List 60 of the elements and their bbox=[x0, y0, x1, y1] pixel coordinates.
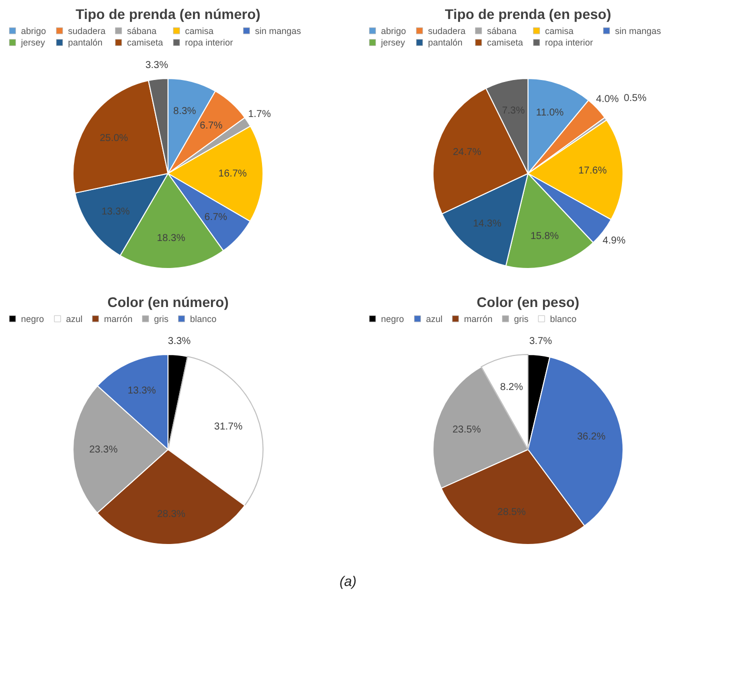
legend-label: blanco bbox=[190, 314, 217, 324]
data-label: 14.3% bbox=[472, 218, 502, 230]
legend-label: sábana bbox=[127, 26, 157, 36]
data-label: 31.7% bbox=[214, 421, 243, 432]
legend-label: camisa bbox=[185, 26, 214, 36]
data-label: 3.3% bbox=[145, 60, 168, 72]
data-label: 8.2% bbox=[500, 382, 524, 394]
data-label: 25.0% bbox=[100, 133, 128, 144]
data-label: 11.0% bbox=[536, 108, 564, 119]
data-label: 13.3% bbox=[128, 385, 156, 396]
legend-label: sábana bbox=[487, 26, 517, 36]
legend-label: negro bbox=[381, 314, 404, 324]
data-label: 36.2% bbox=[577, 432, 606, 443]
legend-label: abrigo bbox=[21, 26, 46, 36]
legend-label: marrón bbox=[104, 314, 133, 324]
legend-label: azul bbox=[426, 314, 443, 324]
data-label: 15.8% bbox=[530, 230, 559, 242]
legend-label: blanco bbox=[550, 314, 577, 324]
text: (a) bbox=[339, 573, 357, 589]
data-label: 8.3% bbox=[173, 106, 196, 118]
legend-label: gris bbox=[154, 314, 169, 324]
legend-label: sin mangas bbox=[255, 26, 302, 36]
data-label: 3.3% bbox=[168, 336, 191, 348]
data-label: 18.3% bbox=[156, 233, 186, 244]
chart-title: Tipo de prenda (en número) bbox=[76, 6, 260, 22]
data-label: 13.3% bbox=[101, 206, 130, 218]
legend-label: abrigo bbox=[381, 26, 406, 36]
data-label: 0.5% bbox=[624, 93, 647, 104]
legend-label: pantalón bbox=[428, 38, 463, 48]
legend-label: ropa interior bbox=[185, 38, 234, 48]
data-label: 1.7% bbox=[248, 109, 271, 120]
data-label: 17.6% bbox=[578, 166, 607, 177]
data-label: 3.7% bbox=[529, 336, 552, 348]
data-label: 6.7% bbox=[200, 120, 223, 132]
chart-title: Tipo de prenda (en peso) bbox=[444, 6, 612, 22]
legend-label: azul bbox=[66, 314, 83, 324]
legend-label: negro bbox=[21, 314, 44, 324]
legend-label: pantalón bbox=[68, 38, 103, 48]
legend-label: jersey bbox=[380, 38, 406, 48]
data-label: 4.9% bbox=[602, 235, 626, 246]
legend-label: sudadera bbox=[68, 26, 106, 36]
legend-label: camisa bbox=[545, 26, 574, 36]
chart-title: Color (en peso) bbox=[476, 294, 580, 310]
legend-label: gris bbox=[514, 314, 529, 324]
legend-label: jersey bbox=[20, 38, 46, 48]
data-label: 23.5% bbox=[452, 424, 481, 436]
legend-label: camiseta bbox=[487, 38, 524, 48]
data-label: 4.0% bbox=[596, 94, 619, 105]
legend-label: ropa interior bbox=[545, 38, 594, 48]
data-label: 6.7% bbox=[204, 212, 228, 223]
data-label: 28.5% bbox=[497, 506, 526, 518]
legend-label: marrón bbox=[464, 314, 493, 324]
data-label: 24.7% bbox=[452, 147, 482, 158]
data-label: 28.3% bbox=[157, 509, 186, 520]
legend-label: sin mangas bbox=[615, 26, 662, 36]
data-label: 23.3% bbox=[89, 444, 118, 456]
chart-title: Color (en número) bbox=[107, 294, 229, 310]
legend-label: camiseta bbox=[127, 38, 164, 48]
legend-label: sudadera bbox=[428, 26, 466, 36]
data-label: 16.7% bbox=[218, 168, 247, 180]
